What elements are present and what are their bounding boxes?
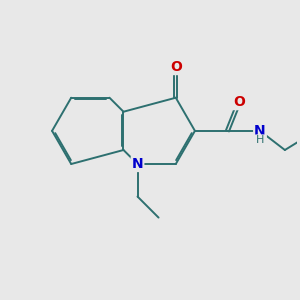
Text: O: O: [233, 95, 245, 109]
Text: N: N: [132, 157, 143, 171]
Text: H: H: [256, 135, 264, 145]
Text: N: N: [254, 124, 266, 138]
Text: O: O: [170, 60, 182, 74]
